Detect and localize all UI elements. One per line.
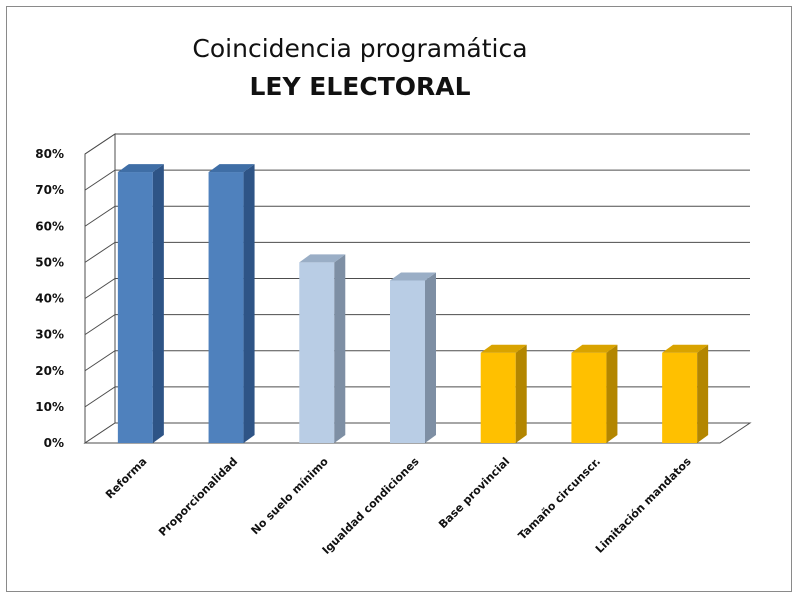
bar-top [480, 344, 527, 353]
bar-side [425, 272, 436, 443]
gridline [84, 314, 750, 336]
gridline [84, 350, 750, 372]
bar-front [299, 262, 335, 443]
y-tick-label: 20% [35, 364, 64, 378]
y-tick-label: 60% [35, 219, 64, 233]
bar-front [480, 352, 516, 443]
bar-side [152, 164, 164, 443]
chart-title: Coincidencia programática [192, 34, 528, 63]
bar-side [606, 344, 618, 443]
gridline [84, 278, 750, 299]
bar-side [697, 344, 709, 443]
bar-top [117, 164, 164, 173]
y-tick-label: 40% [35, 292, 64, 306]
gridline [84, 133, 750, 155]
bar-top [390, 272, 436, 281]
y-tick-label: 70% [35, 183, 64, 197]
x-tick-label: Tamaño circunscr. [516, 455, 603, 542]
x-tick-label: Reforma [103, 455, 149, 501]
x-tick-label: Igualdad condiciones [320, 455, 422, 557]
bar-side [243, 164, 255, 443]
bar-front [117, 172, 153, 443]
x-tick-label: No suelo mínimo [249, 455, 332, 538]
gridline [84, 241, 750, 263]
chart-subtitle: LEY ELECTORAL [249, 72, 471, 101]
chart-title-block: Coincidencia programática LEY ELECTORAL [0, 30, 720, 106]
y-tick-label: 80% [35, 147, 64, 161]
bar-side [515, 344, 527, 443]
bar-top [662, 344, 709, 353]
gridline [84, 169, 750, 191]
x-tick-label: Limitación mandatos [593, 455, 694, 556]
bar-front [390, 280, 425, 443]
bar-front [662, 352, 698, 443]
bar-top [571, 344, 618, 353]
y-tick-label: 0% [44, 436, 64, 450]
y-tick-label: 30% [35, 328, 64, 342]
bar-front [571, 352, 607, 443]
gridline [84, 386, 750, 408]
x-tick-label: Base provincial [436, 455, 512, 531]
gridline [84, 205, 750, 227]
y-tick-label: 50% [35, 255, 64, 269]
bar-top [299, 254, 346, 263]
bar-side [334, 254, 346, 443]
y-tick-label: 10% [35, 400, 64, 414]
x-tick-label: Proporcionalidad [156, 455, 240, 539]
bar-top [208, 164, 255, 173]
bar-front [208, 172, 244, 443]
